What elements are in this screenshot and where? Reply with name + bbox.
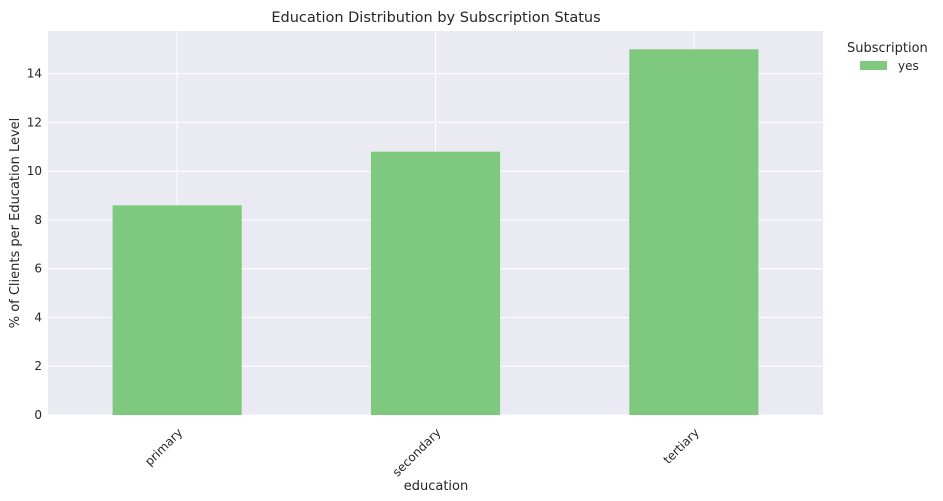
- y-tick-label: 2: [34, 359, 42, 373]
- y-tick-label: 6: [34, 262, 42, 276]
- bar-primary: [112, 205, 242, 415]
- x-axis-label: education: [404, 479, 469, 494]
- y-tick-label: 14: [27, 67, 42, 81]
- legend-label-yes: yes: [898, 59, 919, 73]
- y-axis-ticks: 0 2 4 6 8 10 12 14: [27, 67, 42, 422]
- bar-tertiary: [629, 49, 759, 416]
- x-tick-label-secondary: secondary: [390, 425, 444, 479]
- y-tick-label: 8: [34, 213, 42, 227]
- y-tick-label: 4: [34, 310, 42, 324]
- y-tick-label: 0: [34, 408, 42, 422]
- x-axis-ticks: primary secondary tertiary: [142, 425, 702, 479]
- y-tick-label: 10: [27, 164, 42, 178]
- y-tick-label: 12: [27, 115, 42, 129]
- legend-swatch-yes: [860, 61, 887, 70]
- legend: Subscription yes: [847, 41, 928, 73]
- bars: [112, 49, 759, 416]
- chart-title: Education Distribution by Subscription S…: [271, 10, 600, 26]
- x-tick-label-primary: primary: [142, 425, 185, 468]
- y-axis-label: % of Clients per Education Level: [8, 118, 23, 329]
- legend-title: Subscription: [847, 41, 928, 56]
- bar-secondary: [370, 151, 501, 415]
- x-tick-label-tertiary: tertiary: [661, 425, 702, 466]
